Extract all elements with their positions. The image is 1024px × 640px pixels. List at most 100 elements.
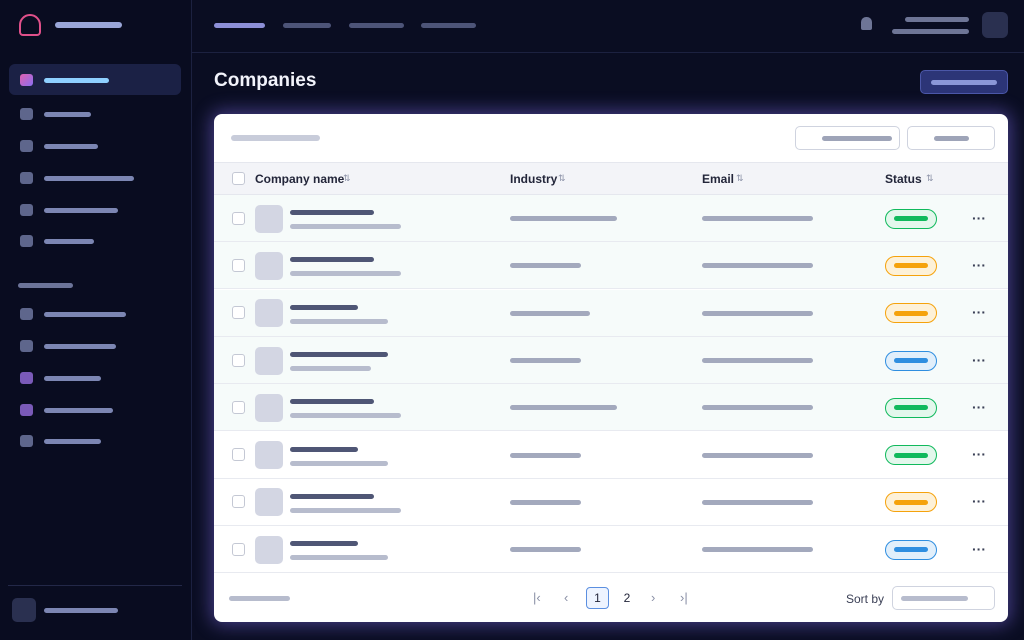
nav-icon[interactable] xyxy=(20,435,33,447)
placeholder-bar xyxy=(894,263,928,269)
filter-button[interactable] xyxy=(795,126,900,150)
placeholder-bar xyxy=(290,446,358,452)
row-menu[interactable]: ··· xyxy=(972,398,986,415)
placeholder-bar xyxy=(894,310,928,316)
placeholder-bar xyxy=(290,304,358,310)
checkbox[interactable] xyxy=(232,172,245,185)
placeholder-bar xyxy=(510,263,581,269)
nav-icon[interactable] xyxy=(20,108,33,120)
placeholder-bar xyxy=(510,216,617,222)
placeholder-bar xyxy=(822,135,892,141)
table-row[interactable] xyxy=(214,431,1008,479)
column-header[interactable]: Company name xyxy=(255,172,345,186)
placeholder-bar xyxy=(290,210,374,216)
nav-icon[interactable] xyxy=(20,308,33,320)
placeholder-bar xyxy=(892,28,969,34)
nav-icon[interactable] xyxy=(20,204,33,216)
company-logo xyxy=(255,346,283,375)
row-menu[interactable]: ··· xyxy=(972,446,986,463)
nav-icon[interactable] xyxy=(20,140,33,152)
company-logo xyxy=(255,393,283,422)
placeholder-bar xyxy=(510,452,581,458)
placeholder-bar xyxy=(290,271,401,277)
placeholder-bar xyxy=(901,595,968,601)
placeholder-bar xyxy=(229,595,290,601)
nav-icon[interactable] xyxy=(20,172,33,184)
sort-icon[interactable]: ⇅ xyxy=(343,173,351,183)
pagination-arrow[interactable]: |‹ xyxy=(533,590,541,605)
sort-icon[interactable]: ⇅ xyxy=(926,173,934,183)
row-menu[interactable]: ··· xyxy=(972,540,986,557)
placeholder-bar xyxy=(894,405,928,411)
table-row[interactable] xyxy=(214,242,1008,290)
sort-dropdown[interactable] xyxy=(907,126,995,150)
user-avatar[interactable] xyxy=(12,598,36,622)
column-header[interactable]: Industry xyxy=(510,172,558,186)
nav-icon[interactable] xyxy=(20,404,33,416)
sort-icon[interactable]: ⇅ xyxy=(736,173,744,183)
nav-icon[interactable] xyxy=(20,74,33,86)
placeholder-bar xyxy=(702,310,813,316)
nav-icon[interactable] xyxy=(20,340,33,352)
sort-icon[interactable]: ⇅ xyxy=(558,173,566,183)
pagination-arrow[interactable]: › xyxy=(651,590,656,605)
notification-icon[interactable] xyxy=(861,17,872,30)
sort-select[interactable] xyxy=(892,586,995,610)
table-card: Company name ⇅ Industry ⇅ Email ⇅ Status ⇅ ··· ··… xyxy=(214,114,1008,622)
breadcrumb xyxy=(349,22,404,28)
nav-icon[interactable] xyxy=(20,372,33,384)
placeholder-bar xyxy=(702,263,813,269)
pagination-arrow[interactable]: ‹ xyxy=(564,590,569,605)
row-menu[interactable]: ··· xyxy=(972,493,986,510)
placeholder-bar xyxy=(905,16,969,22)
placeholder-bar xyxy=(702,499,813,505)
placeholder-bar xyxy=(44,207,118,213)
top-separator xyxy=(192,52,1024,53)
placeholder-bar xyxy=(510,547,581,553)
button-label xyxy=(931,79,997,85)
placeholder-bar xyxy=(894,358,928,363)
placeholder-bar xyxy=(290,555,388,561)
placeholder-bar xyxy=(290,507,401,513)
checkbox[interactable] xyxy=(232,495,245,509)
page-button[interactable]: 2 xyxy=(623,591,631,605)
brand-name xyxy=(55,22,122,28)
row-menu[interactable]: ··· xyxy=(972,256,986,273)
row-menu[interactable]: ··· xyxy=(972,351,986,368)
placeholder-bar xyxy=(290,413,401,419)
company-logo xyxy=(255,299,283,328)
table-row[interactable] xyxy=(214,289,1008,337)
table-row[interactable] xyxy=(214,336,1008,384)
breadcrumb xyxy=(214,22,265,28)
page-title: Companies xyxy=(214,70,317,91)
placeholder-bar xyxy=(702,547,813,553)
table-row[interactable] xyxy=(214,478,1008,526)
checkbox[interactable] xyxy=(232,400,245,414)
nav-icon[interactable] xyxy=(20,235,33,247)
checkbox[interactable] xyxy=(232,258,245,272)
placeholder-bar xyxy=(702,452,813,458)
checkbox[interactable] xyxy=(232,542,245,556)
sidebar-separator xyxy=(8,585,182,586)
placeholder-bar xyxy=(290,460,388,466)
company-logo xyxy=(255,488,283,517)
placeholder-bar xyxy=(510,405,617,411)
checkbox[interactable] xyxy=(232,448,245,462)
table-row[interactable] xyxy=(214,526,1008,574)
column-header[interactable]: Status xyxy=(885,172,922,186)
row-menu[interactable]: ··· xyxy=(972,304,986,321)
checkbox[interactable] xyxy=(232,306,245,320)
placeholder-bar xyxy=(702,405,813,411)
checkbox[interactable] xyxy=(232,211,245,225)
row-menu[interactable]: ··· xyxy=(972,209,986,226)
placeholder-bar xyxy=(894,216,928,222)
placeholder-bar xyxy=(894,547,928,553)
checkbox[interactable] xyxy=(232,353,245,367)
column-header[interactable]: Email xyxy=(702,172,735,186)
placeholder-bar xyxy=(44,607,118,613)
page-button[interactable]: 1 xyxy=(586,587,609,609)
placeholder-bar xyxy=(231,135,320,141)
pagination-arrow[interactable]: ›| xyxy=(680,590,688,605)
avatar[interactable] xyxy=(982,12,1008,38)
